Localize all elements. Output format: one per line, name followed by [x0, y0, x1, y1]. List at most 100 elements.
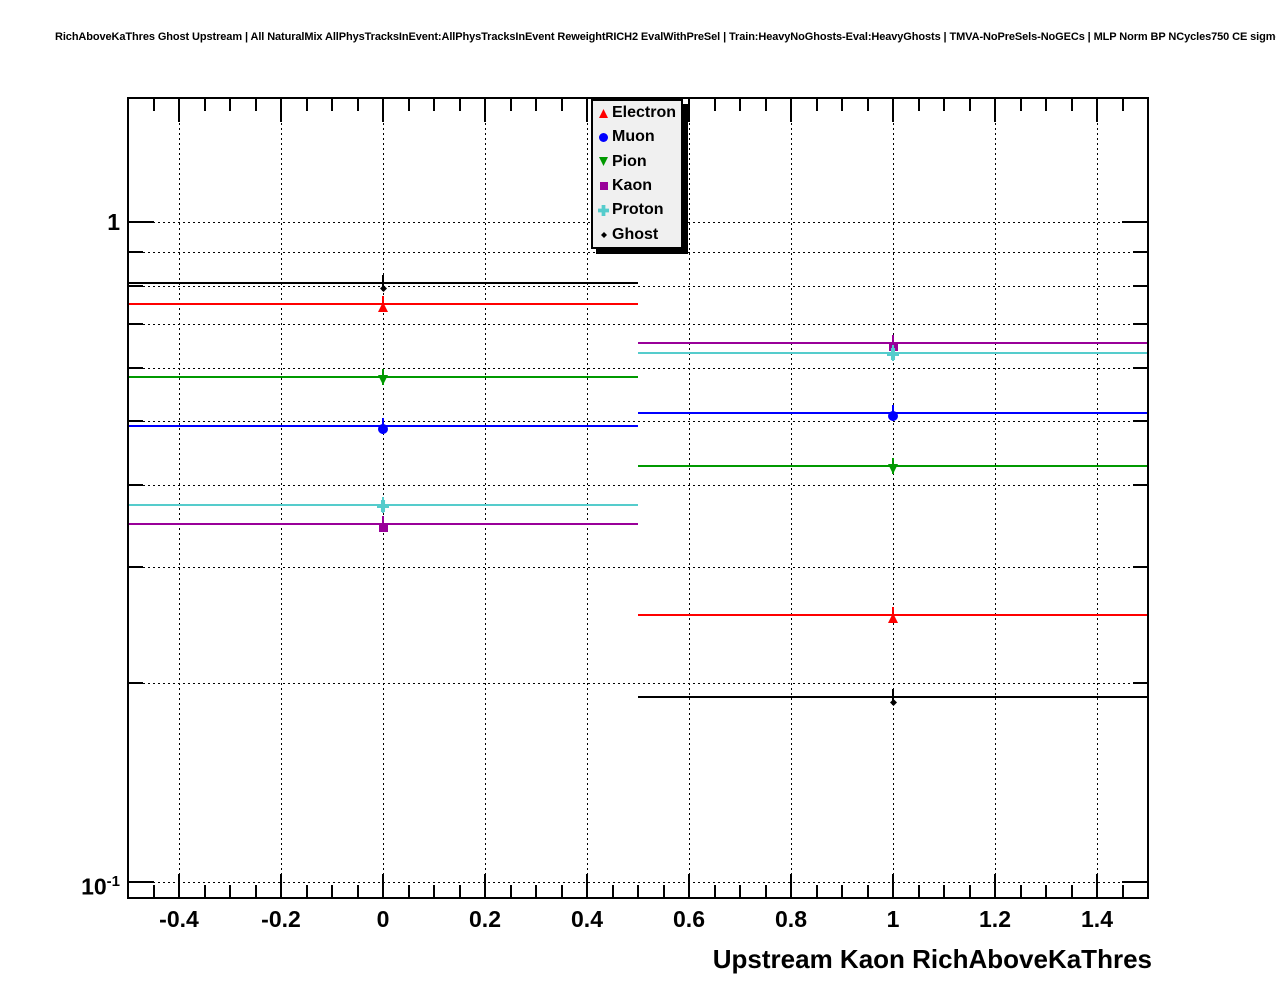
y-tick-right	[1122, 220, 1148, 223]
x-tick-top	[688, 98, 690, 122]
x-tick-top	[892, 98, 894, 122]
marker-muon	[378, 421, 388, 434]
x-tick-label: 0.4	[571, 906, 603, 932]
x-tick-bottom	[229, 885, 231, 898]
x-tick-bottom	[790, 874, 792, 898]
circle-icon	[596, 132, 611, 142]
x-tick-bottom	[280, 874, 282, 898]
triangle-down-icon	[596, 157, 611, 167]
x-tick-top	[229, 98, 231, 111]
x-tick-top	[841, 98, 843, 111]
x-tick-label: 0.2	[469, 906, 501, 932]
y-tick-right	[1133, 682, 1148, 685]
x-tick-bottom	[841, 885, 843, 898]
x-tick-label: -0.4	[159, 906, 199, 932]
x-tick-bottom	[407, 885, 410, 898]
plot-title: RichAboveKaThres Ghost Upstream | All Na…	[55, 31, 1276, 43]
marker-pion	[888, 461, 898, 474]
marker-ghost	[889, 693, 897, 707]
x-tick-bottom	[892, 874, 894, 898]
x-tick-top	[535, 98, 537, 111]
x-tick-bottom	[866, 885, 869, 898]
y-tick-right	[1122, 881, 1148, 884]
y-tick-left	[128, 419, 143, 422]
y-tick-left	[128, 251, 143, 254]
y-gridline	[128, 324, 1148, 326]
legend-entry-muon: Muon	[596, 125, 681, 149]
x-tick-top	[917, 98, 920, 111]
x-tick-bottom	[560, 885, 563, 898]
cross-icon	[596, 204, 611, 216]
legend: Electron Muon Pion Kaon Proton Ghost	[591, 99, 683, 249]
x-tick-bottom	[356, 885, 359, 898]
y-tick-right	[1133, 251, 1148, 254]
x-tick-label: 0.6	[673, 906, 705, 932]
x-tick-top	[586, 98, 588, 122]
x-tick-label: 1.4	[1081, 906, 1113, 932]
y-tick-left	[128, 220, 154, 223]
x-tick-bottom	[586, 874, 588, 898]
x-tick-bottom	[943, 885, 945, 898]
legend-label: Proton	[612, 201, 664, 219]
x-tick-top	[178, 98, 180, 122]
legend-entry-ghost: Ghost	[596, 223, 681, 247]
legend-label: Muon	[612, 128, 655, 146]
x-gridline	[587, 98, 588, 898]
x-tick-bottom	[254, 885, 257, 898]
x-tick-bottom	[994, 874, 996, 898]
series-errbar-ghost-bin2	[892, 688, 894, 705]
y-tick-left	[128, 284, 143, 287]
y-tick-label: 10-1	[81, 873, 120, 900]
x-tick-top	[1121, 98, 1124, 111]
x-tick-bottom	[203, 885, 206, 898]
x-tick-top	[1019, 98, 1022, 111]
y-tick-left	[128, 323, 143, 326]
y-tick-right	[1133, 323, 1148, 326]
y-gridline	[128, 683, 1148, 685]
marker-proton	[377, 499, 389, 512]
x-tick-top	[1070, 98, 1073, 111]
x-tick-bottom	[713, 885, 716, 898]
triangle-up-icon	[596, 108, 611, 118]
x-tick-top	[713, 98, 716, 111]
x-tick-bottom	[637, 885, 639, 898]
x-tick-bottom	[611, 885, 614, 898]
legend-entry-electron: Electron	[596, 101, 681, 125]
y-gridline	[128, 252, 1148, 254]
x-tick-top	[305, 98, 308, 111]
series-errbar-ghost-bin1	[382, 274, 384, 291]
marker-electron	[378, 299, 388, 312]
y-gridline	[128, 567, 1148, 569]
x-tick-bottom	[1096, 874, 1098, 898]
x-tick-top	[943, 98, 945, 111]
y-tick-right	[1133, 483, 1148, 486]
marker-pion	[378, 372, 388, 386]
x-tick-top	[407, 98, 410, 111]
y-gridline	[128, 368, 1148, 370]
x-gridline	[1097, 98, 1098, 898]
x-gridline	[689, 98, 690, 898]
x-tick-bottom	[178, 874, 180, 898]
square-icon	[596, 182, 611, 191]
x-tick-label: -0.2	[261, 906, 301, 932]
legend-entry-proton: Proton	[596, 198, 681, 222]
x-gridline	[995, 98, 996, 898]
x-tick-top	[458, 98, 461, 111]
x-tick-label: 1.2	[979, 906, 1011, 932]
x-gridline	[893, 98, 894, 898]
x-tick-bottom	[382, 874, 384, 898]
x-gridline	[791, 98, 792, 898]
x-tick-label: 0.8	[775, 906, 807, 932]
x-tick-bottom	[662, 885, 665, 898]
y-gridline	[128, 882, 1148, 884]
x-tick-bottom	[433, 885, 435, 898]
legend-label: Electron	[612, 104, 677, 122]
x-tick-top	[484, 98, 486, 122]
x-tick-bottom	[1019, 885, 1022, 898]
x-tick-top	[739, 98, 741, 111]
x-axis-title: Upstream Kaon RichAboveKaThres	[712, 944, 1152, 974]
x-tick-top	[560, 98, 563, 111]
y-tick-right	[1133, 566, 1148, 569]
x-tick-bottom	[535, 885, 537, 898]
x-gridline	[179, 98, 180, 898]
